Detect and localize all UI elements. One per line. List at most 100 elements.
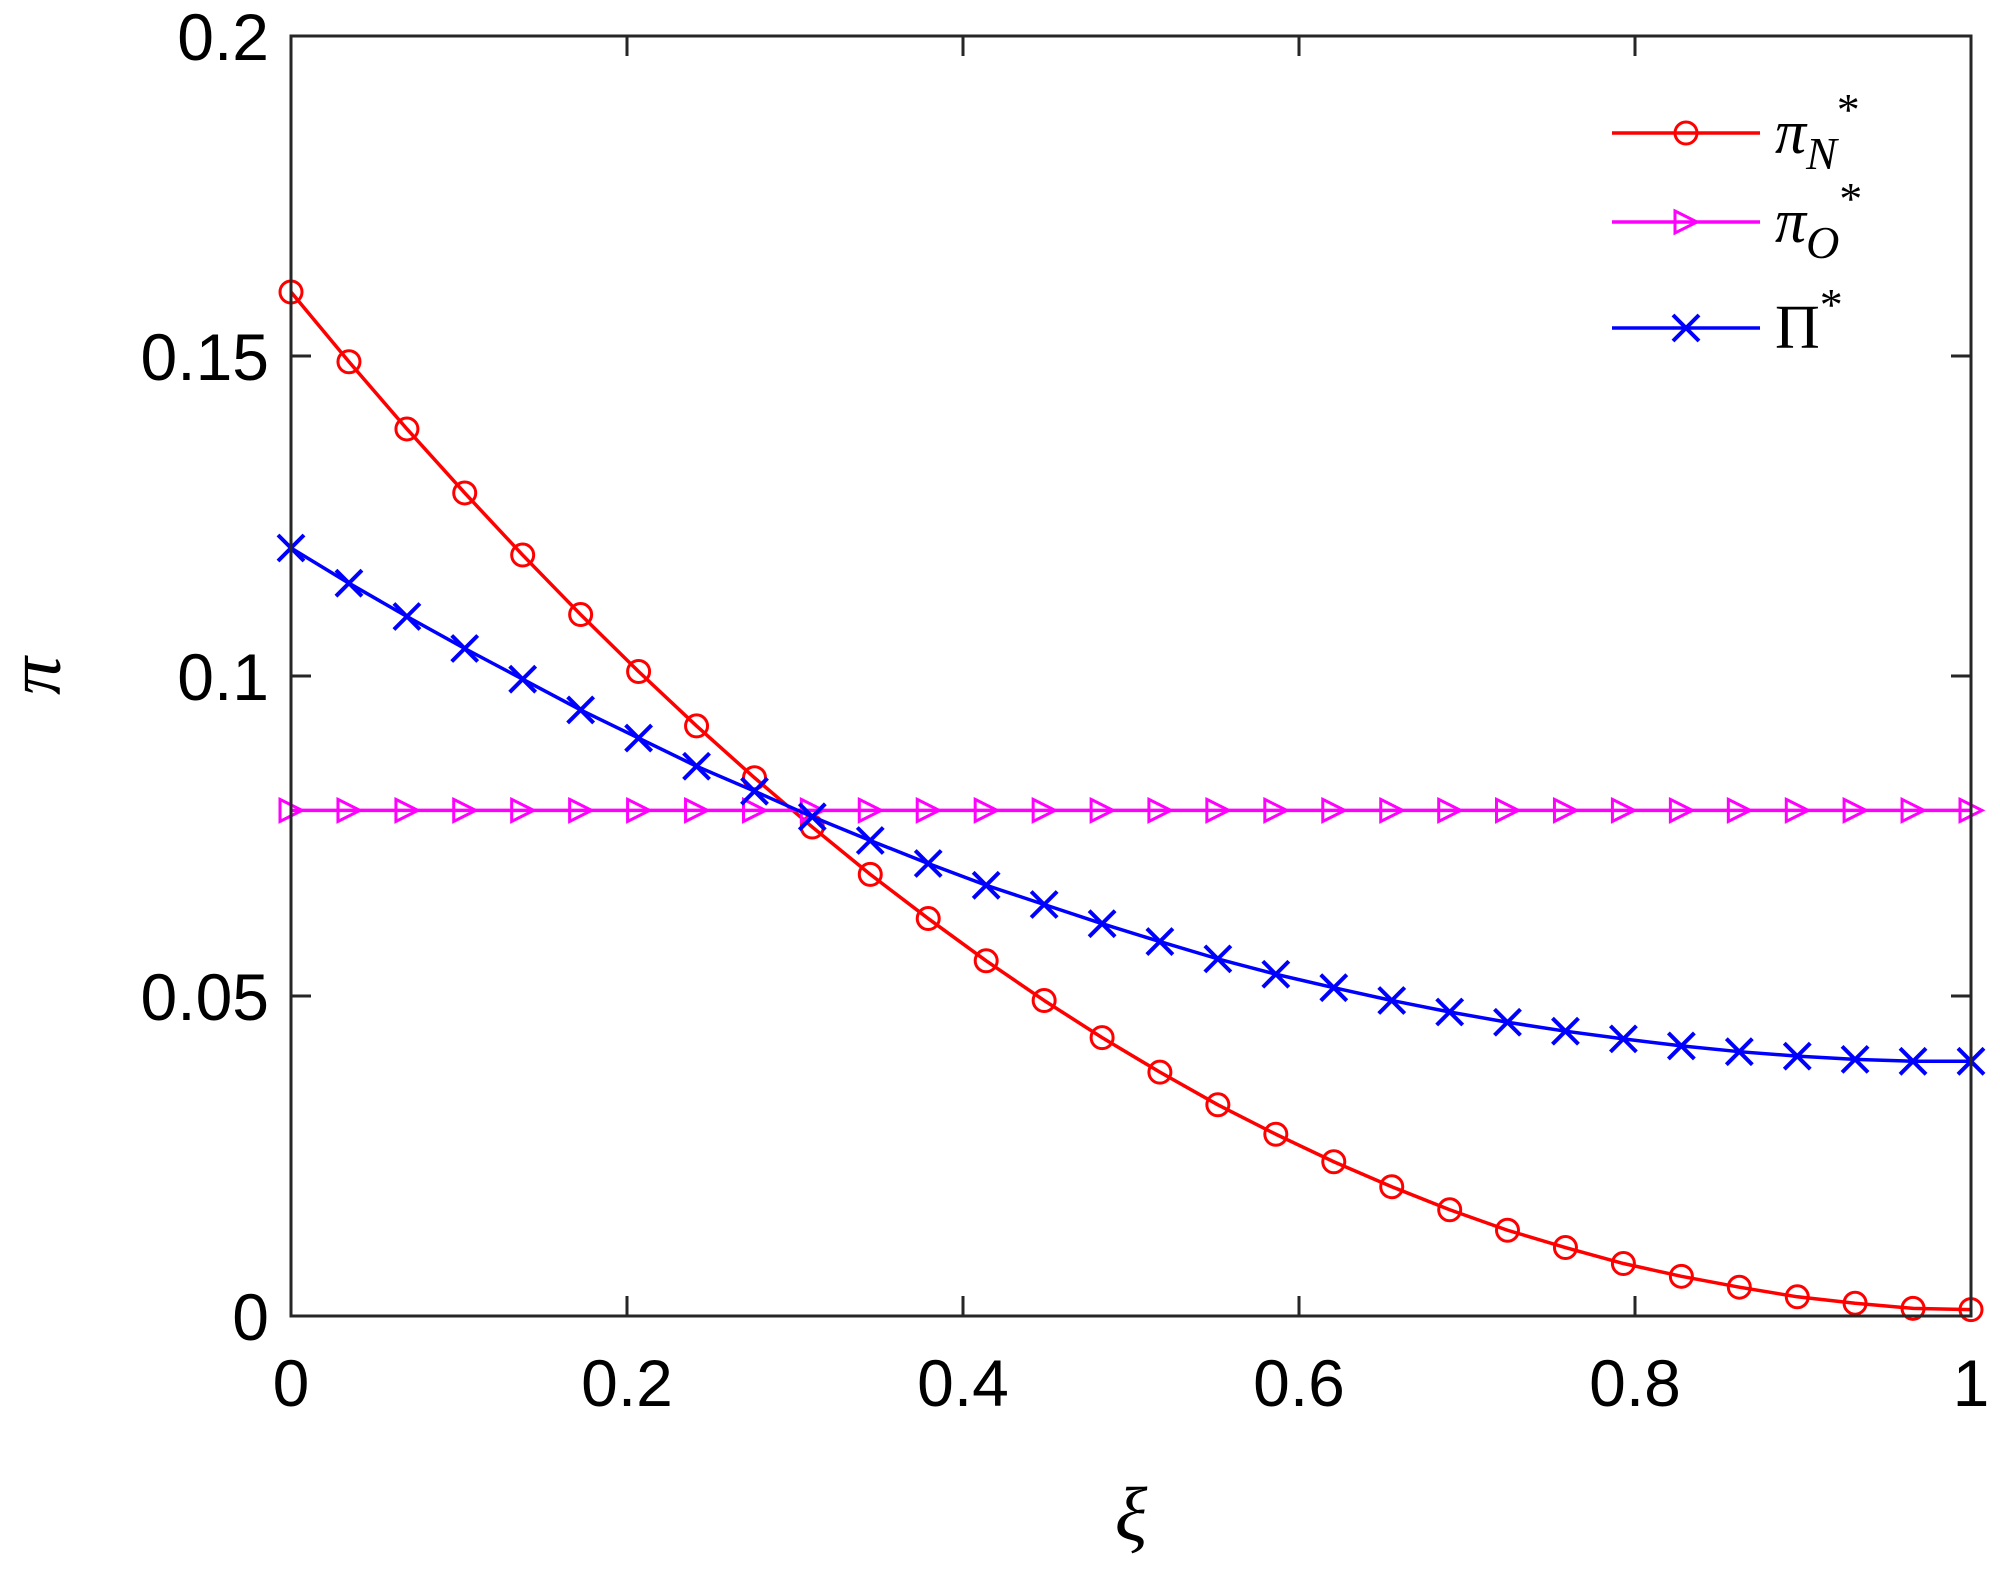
x-tick-label: 1 — [1953, 1346, 1990, 1420]
data-point — [973, 948, 999, 974]
plot-area-background — [291, 36, 1971, 1316]
data-point — [1379, 796, 1407, 824]
legend-label: Π* — [1775, 279, 1843, 362]
data-point — [1784, 1284, 1810, 1310]
data-point — [1377, 986, 1407, 1015]
data-point — [1261, 959, 1291, 989]
data-point — [1437, 1197, 1463, 1223]
data-point — [1494, 796, 1522, 824]
data-point — [1435, 997, 1465, 1027]
legend-label: πO* — [1775, 173, 1862, 268]
data-point — [1031, 796, 1059, 824]
data-point — [1610, 1251, 1636, 1277]
data-point — [1089, 796, 1117, 824]
data-point — [510, 542, 536, 568]
data-point — [568, 796, 595, 824]
legend-entry: Π* — [1612, 279, 1843, 362]
data-point — [450, 634, 480, 663]
data-point — [797, 802, 827, 832]
data-point — [1842, 1290, 1868, 1316]
data-point — [1840, 1044, 1870, 1074]
data-point — [1321, 796, 1349, 824]
x-tick-label: 0.4 — [917, 1346, 1009, 1420]
data-point — [1608, 1024, 1638, 1054]
data-point — [1900, 796, 1928, 824]
x-tick-label: 0 — [273, 1346, 310, 1420]
legend-label-subscript: N — [1805, 128, 1839, 179]
data-point — [1437, 796, 1465, 824]
data-point — [1552, 796, 1580, 824]
data-point — [1145, 927, 1175, 957]
data-point — [1087, 909, 1117, 939]
y-tick-label: 0.05 — [141, 960, 269, 1034]
data-point — [857, 861, 883, 887]
data-point — [742, 796, 769, 824]
data-point — [1726, 1274, 1752, 1300]
data-point — [568, 602, 594, 628]
data-point — [855, 826, 885, 855]
data-point — [1263, 796, 1291, 824]
data-point — [1205, 796, 1233, 824]
data-point — [1379, 1174, 1405, 1200]
data-point — [973, 796, 1001, 824]
legend-label-main: Π — [1775, 294, 1820, 362]
data-point — [684, 796, 711, 824]
legend-label-main: π — [1775, 188, 1808, 256]
data-point — [1089, 1025, 1115, 1051]
data-point — [334, 568, 364, 598]
data-point — [1031, 987, 1057, 1013]
data-point — [1551, 1016, 1580, 1046]
data-point — [1668, 1263, 1694, 1289]
series-1 — [278, 279, 1984, 1323]
data-point — [913, 849, 943, 878]
legend-marker — [1673, 208, 1701, 236]
legend-label-subscript: O — [1806, 217, 1839, 268]
data-point — [1205, 1092, 1231, 1118]
data-point — [392, 602, 422, 631]
data-point — [1321, 1149, 1347, 1175]
data-point — [624, 723, 654, 753]
data-point — [1666, 1031, 1696, 1061]
data-point — [1494, 1217, 1520, 1243]
data-point — [1493, 1007, 1522, 1037]
data-point — [1203, 944, 1233, 974]
legend: πN*πO*Π* — [1612, 84, 1862, 362]
ticks-layer: 0 0.2 0.4 0.6 0.8 1 0 0.05 0.1 0.15 0.2 — [141, 0, 1990, 1420]
data-point — [566, 695, 596, 725]
data-point — [1724, 1037, 1754, 1067]
data-point — [1147, 796, 1175, 824]
x-tick-label: 0.8 — [1589, 1346, 1681, 1420]
data-point — [394, 796, 422, 824]
data-point — [971, 870, 1001, 900]
data-point — [1668, 796, 1696, 824]
data-point — [1147, 1059, 1173, 1085]
data-point — [1319, 973, 1349, 1003]
data-point — [857, 796, 885, 824]
y-tick-label: 0.15 — [141, 320, 269, 394]
y-tick-label: 0 — [232, 1280, 269, 1354]
data-point — [1842, 796, 1870, 824]
data-point — [1782, 1041, 1812, 1071]
legend-label-superscript: * — [1837, 84, 1860, 135]
legend-marker — [1673, 120, 1699, 146]
data-point — [626, 796, 653, 824]
data-point — [915, 796, 943, 824]
data-point — [1610, 796, 1638, 824]
data-point — [1552, 1235, 1578, 1261]
legend-label-superscript: * — [1839, 173, 1862, 224]
data-point — [452, 480, 478, 506]
legend-label-superscript: * — [1820, 279, 1843, 330]
data-point — [452, 796, 480, 824]
legend-entry: πO* — [1612, 173, 1862, 268]
data-point — [1726, 796, 1754, 824]
data-point — [336, 796, 364, 824]
data-point — [684, 713, 710, 739]
data-point — [1898, 1046, 1928, 1076]
data-point — [1263, 1121, 1289, 1147]
x-tick-label: 0.2 — [581, 1346, 673, 1420]
x-tick-label: 0.6 — [1253, 1346, 1345, 1420]
data-point — [915, 906, 941, 932]
data-point — [1784, 796, 1812, 824]
